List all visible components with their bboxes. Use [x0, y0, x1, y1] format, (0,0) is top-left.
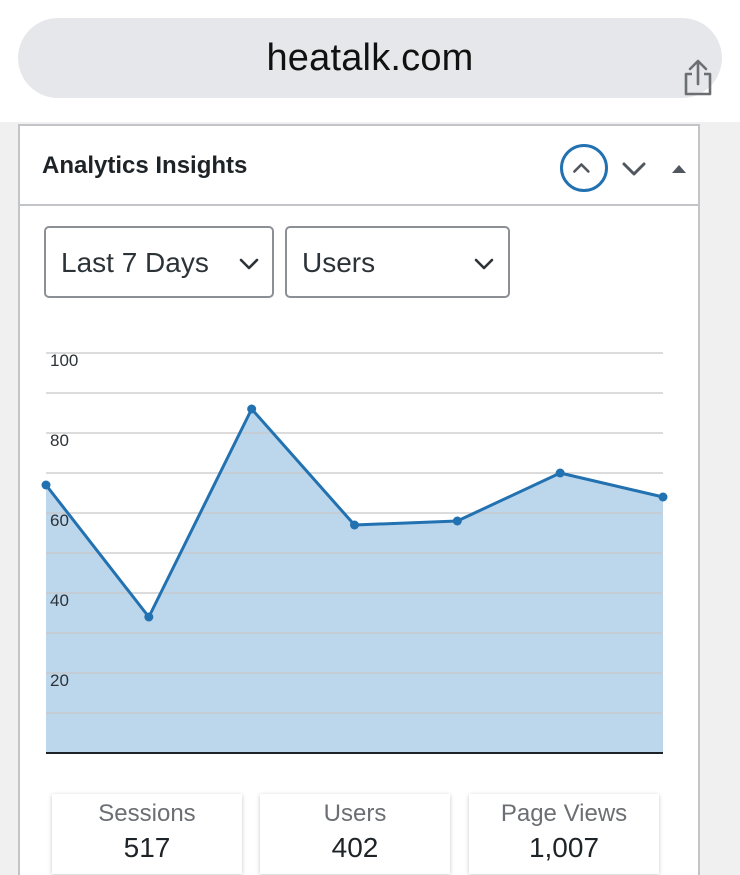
- stat-label: Users: [260, 800, 450, 828]
- stat-page-views: Page Views 1,007: [469, 794, 659, 874]
- y-tick-label: 80: [50, 431, 69, 450]
- stat-value: 1,007: [469, 832, 659, 864]
- users-area-chart: 20 40 60 80 100: [20, 126, 698, 786]
- y-tick-label: 60: [50, 511, 69, 530]
- data-point: [350, 521, 359, 530]
- url-text[interactable]: heatalk.com: [18, 37, 722, 80]
- y-tick-label: 40: [50, 591, 69, 610]
- data-point: [247, 405, 256, 414]
- y-tick-label: 100: [50, 351, 78, 370]
- y-tick-label: 20: [50, 671, 69, 690]
- address-bar[interactable]: heatalk.com: [18, 18, 722, 98]
- stat-label: Page Views: [469, 800, 659, 828]
- data-point: [453, 517, 462, 526]
- data-point: [659, 493, 668, 502]
- share-icon[interactable]: [680, 58, 716, 98]
- stat-users: Users 402: [260, 794, 450, 874]
- analytics-widget: Analytics Insights Last 7 Days Users 20 4…: [18, 124, 700, 875]
- stat-value: 517: [52, 832, 242, 864]
- data-point: [42, 481, 51, 490]
- data-point: [144, 613, 153, 622]
- data-point: [556, 469, 565, 478]
- series-area-fill: [46, 409, 663, 753]
- stat-sessions: Sessions 517: [52, 794, 242, 874]
- stat-label: Sessions: [52, 800, 242, 828]
- stat-value: 402: [260, 832, 450, 864]
